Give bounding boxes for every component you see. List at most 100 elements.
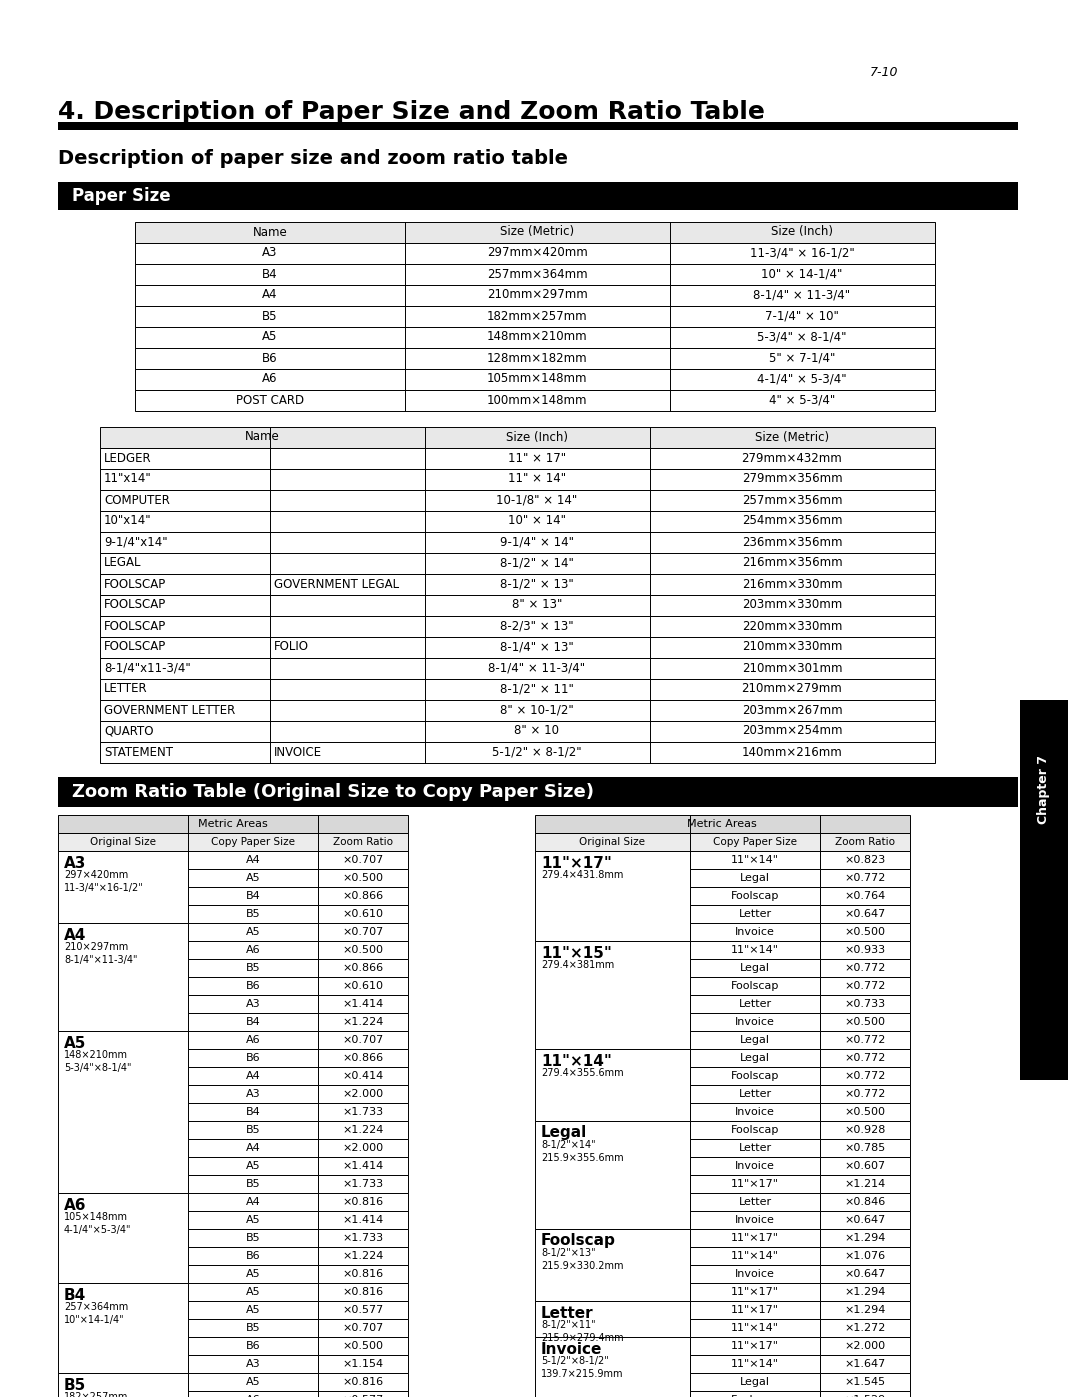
Text: 279.4×381mm: 279.4×381mm: [541, 960, 615, 970]
Text: ×0.707: ×0.707: [342, 1323, 383, 1333]
Text: Invoice: Invoice: [735, 1215, 775, 1225]
Text: Letter: Letter: [739, 909, 771, 919]
Text: FOLIO: FOLIO: [274, 640, 309, 654]
Text: Foolscap: Foolscap: [731, 981, 779, 990]
Bar: [820, 1301, 910, 1319]
Bar: [535, 942, 690, 1049]
Bar: [58, 923, 188, 1031]
Bar: [135, 285, 935, 306]
Text: 8" × 10-1/2": 8" × 10-1/2": [500, 704, 573, 717]
Bar: [188, 1085, 318, 1104]
Bar: [318, 1085, 408, 1104]
Bar: [188, 1067, 318, 1085]
Bar: [820, 1337, 910, 1355]
Text: Copy Paper Size: Copy Paper Size: [713, 837, 797, 847]
Bar: [318, 1104, 408, 1120]
Bar: [100, 553, 935, 574]
Bar: [690, 977, 820, 995]
Text: 279mm×432mm: 279mm×432mm: [742, 451, 842, 464]
Text: ×0.816: ×0.816: [342, 1197, 383, 1207]
Text: COMPUTER: COMPUTER: [104, 493, 170, 507]
Text: Zoom Ratio Table (Original Size to Copy Paper Size): Zoom Ratio Table (Original Size to Copy …: [72, 782, 594, 800]
Text: ×2.000: ×2.000: [342, 1090, 383, 1099]
Bar: [188, 942, 318, 958]
Text: Letter: Letter: [739, 1143, 771, 1153]
Bar: [188, 1391, 318, 1397]
Text: B5: B5: [245, 963, 260, 972]
Text: 7-10: 7-10: [870, 66, 899, 78]
Text: ×0.610: ×0.610: [342, 909, 383, 919]
Text: ×1.414: ×1.414: [342, 999, 383, 1009]
Text: A3: A3: [245, 1090, 260, 1099]
Text: B4: B4: [245, 1017, 260, 1027]
Bar: [690, 1266, 820, 1282]
Bar: [690, 1229, 820, 1248]
Text: 8-2/3" × 13": 8-2/3" × 13": [500, 619, 573, 633]
Text: B6: B6: [245, 1341, 260, 1351]
Text: Miscellaneous: Miscellaneous: [1041, 921, 1051, 999]
Bar: [100, 742, 935, 763]
Text: ×0.772: ×0.772: [845, 1071, 886, 1081]
Bar: [690, 1049, 820, 1067]
Text: 9-1/4"x14": 9-1/4"x14": [104, 535, 167, 549]
Bar: [820, 1373, 910, 1391]
Text: ×1.294: ×1.294: [845, 1305, 886, 1315]
Bar: [188, 1175, 318, 1193]
Text: LEDGER: LEDGER: [104, 451, 151, 464]
Text: ×1.076: ×1.076: [845, 1250, 886, 1261]
Bar: [820, 1248, 910, 1266]
Bar: [188, 1282, 318, 1301]
Bar: [58, 851, 188, 923]
Bar: [690, 905, 820, 923]
Text: FOOLSCAP: FOOLSCAP: [104, 598, 166, 612]
Text: ×1.529: ×1.529: [845, 1396, 886, 1397]
Bar: [188, 1104, 318, 1120]
Text: A5: A5: [245, 1305, 260, 1315]
Text: 11-3/4" × 16-1/2": 11-3/4" × 16-1/2": [750, 246, 854, 260]
Text: 203mm×330mm: 203mm×330mm: [742, 598, 842, 612]
Bar: [820, 1049, 910, 1067]
Bar: [188, 1049, 318, 1067]
Text: POST CARD: POST CARD: [235, 394, 305, 407]
Text: LETTER: LETTER: [104, 683, 148, 696]
Bar: [690, 942, 820, 958]
Text: ×0.772: ×0.772: [845, 1090, 886, 1099]
Text: B5: B5: [245, 909, 260, 919]
Text: Invoice: Invoice: [735, 928, 775, 937]
Text: ×0.772: ×0.772: [845, 1053, 886, 1063]
Text: 4-1/4" × 5-3/4": 4-1/4" × 5-3/4": [757, 373, 847, 386]
Text: 10"×14-1/4": 10"×14-1/4": [64, 1315, 124, 1324]
Text: 11"×17": 11"×17": [541, 855, 612, 870]
Text: B6: B6: [245, 1250, 260, 1261]
Text: Foolscap: Foolscap: [731, 1071, 779, 1081]
Text: Legal: Legal: [740, 1377, 770, 1387]
Bar: [188, 851, 318, 869]
Text: 148mm×210mm: 148mm×210mm: [487, 331, 588, 344]
Bar: [820, 995, 910, 1013]
Bar: [820, 977, 910, 995]
Text: ×0.928: ×0.928: [845, 1125, 886, 1134]
Bar: [135, 348, 935, 369]
Text: 279mm×356mm: 279mm×356mm: [742, 472, 842, 486]
Text: ×0.772: ×0.772: [845, 1035, 886, 1045]
Text: A6: A6: [245, 1396, 260, 1397]
Bar: [690, 1193, 820, 1211]
Text: ×1.414: ×1.414: [342, 1161, 383, 1171]
Text: ×0.707: ×0.707: [342, 855, 383, 865]
Text: 5-3/4" × 8-1/4": 5-3/4" × 8-1/4": [757, 331, 847, 344]
Text: Original Size: Original Size: [579, 837, 645, 847]
Bar: [100, 679, 935, 700]
Text: 11-3/4"×16-1/2": 11-3/4"×16-1/2": [64, 883, 144, 893]
Text: ×1.224: ×1.224: [342, 1017, 383, 1027]
Bar: [535, 851, 690, 942]
Text: 257×364mm: 257×364mm: [64, 1302, 129, 1312]
Text: 8" × 13": 8" × 13": [512, 598, 563, 612]
Bar: [690, 1301, 820, 1319]
Bar: [690, 1104, 820, 1120]
Bar: [318, 1067, 408, 1085]
Bar: [318, 905, 408, 923]
Text: ×0.500: ×0.500: [845, 928, 886, 937]
Text: A6: A6: [64, 1197, 86, 1213]
Text: ×0.500: ×0.500: [342, 873, 383, 883]
Bar: [820, 1355, 910, 1373]
